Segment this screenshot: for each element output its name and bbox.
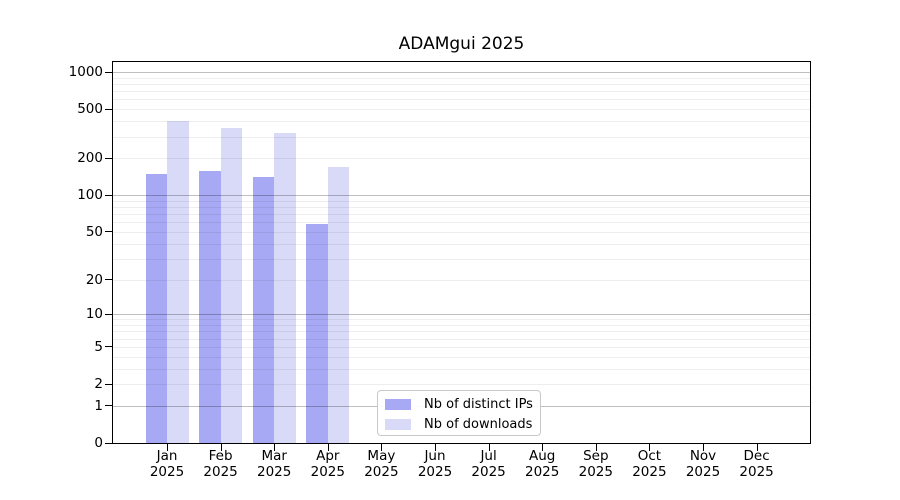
gridline-minor	[113, 279, 810, 281]
gridline-minor	[113, 222, 810, 224]
gridline-minor	[113, 346, 810, 348]
gridline-minor	[113, 91, 810, 93]
y-tick-label: 1000	[68, 64, 103, 80]
x-tick-mark	[542, 444, 544, 451]
legend-label: Nb of distinct IPs	[424, 396, 533, 412]
legend: Nb of distinct IPs Nb of downloads	[377, 390, 541, 436]
gridline-minor	[113, 325, 810, 326]
chart-title: ADAMgui 2025	[398, 34, 525, 54]
gridline-minor	[113, 243, 810, 245]
y-tick-mark	[105, 194, 112, 196]
gridline-minor	[113, 331, 810, 333]
gridline-minor	[113, 214, 810, 216]
y-tick-mark	[105, 442, 112, 444]
y-tick-mark	[105, 71, 112, 73]
x-tick-mark	[595, 444, 597, 451]
y-tick-label: 5	[94, 338, 103, 355]
legend-swatch-icon	[385, 398, 411, 410]
x-tick-mark	[327, 444, 329, 451]
gridline-minor	[113, 338, 810, 340]
x-tick-label-apr: Apr 2025	[310, 448, 345, 480]
gridline-minor	[113, 200, 810, 202]
bar-nb-of-distinct-ips-feb	[199, 171, 221, 443]
x-tick-mark	[220, 444, 222, 451]
gridline-minor	[113, 83, 810, 85]
y-tick-label: 10	[85, 306, 103, 323]
legend-swatch-icon	[385, 418, 411, 430]
x-tick-label-mar: Mar 2025	[257, 448, 292, 480]
x-tick-mark	[649, 444, 651, 451]
gridline-minor	[113, 136, 810, 138]
gridline-minor	[113, 207, 810, 209]
y-tick-label: 0	[94, 435, 103, 451]
x-tick-label-feb: Feb 2025	[203, 448, 238, 480]
bar-nb-of-distinct-ips-mar	[252, 177, 275, 443]
bar-nb-of-distinct-ips-apr	[306, 224, 328, 443]
y-tick-mark	[105, 346, 112, 348]
legend-label: Nb of downloads	[424, 416, 533, 432]
gridline-major	[113, 314, 810, 316]
y-tick-mark	[105, 383, 112, 385]
x-tick-label-aug: Aug 2025	[525, 448, 560, 480]
gridline-minor	[113, 384, 810, 385]
x-tick-mark	[756, 444, 758, 451]
x-tick-label-jun: Jun 2025	[417, 448, 453, 480]
y-tick-mark	[105, 157, 112, 159]
y-tick-label: 1	[94, 397, 103, 414]
y-tick-mark	[105, 405, 112, 407]
gridline-minor	[113, 356, 810, 358]
x-tick-mark	[274, 444, 276, 451]
gridline-minor	[113, 368, 810, 370]
gridline-minor	[113, 158, 810, 160]
x-tick-label-dec: Dec 2025	[739, 448, 774, 480]
y-tick-mark	[105, 108, 112, 110]
x-tick-mark	[435, 444, 436, 451]
x-tick-label-nov: Nov 2025	[685, 448, 721, 480]
gridline-minor	[113, 99, 810, 101]
x-tick-label-sep: Sep 2025	[578, 448, 613, 480]
gridline-minor	[113, 258, 810, 260]
y-tick-label: 500	[77, 101, 103, 118]
y-tick-label: 20	[85, 271, 103, 288]
bar-nb-of-downloads-feb	[220, 128, 243, 443]
y-tick-label: 50	[85, 223, 103, 240]
bar-nb-of-downloads-jan	[167, 121, 189, 443]
x-tick-label-jan: Jan 2025	[149, 448, 185, 480]
x-tick-mark	[381, 444, 383, 451]
y-tick-mark	[105, 279, 112, 280]
gridline-minor	[113, 231, 810, 233]
y-tick-label: 100	[77, 187, 103, 204]
x-tick-mark	[488, 444, 490, 451]
gridline-major	[113, 195, 810, 197]
bar-nb-of-downloads-mar	[274, 133, 296, 443]
x-tick-mark	[167, 444, 168, 451]
gridline-major	[113, 72, 810, 73]
x-tick-label-may: May 2025	[364, 448, 399, 480]
gridline-minor	[113, 77, 810, 79]
legend-item: Nb of downloads	[378, 414, 540, 434]
y-tick-label: 200	[77, 150, 103, 167]
x-tick-label-jul: Jul 2025	[471, 448, 506, 480]
bar-nb-of-distinct-ips-jan	[145, 174, 167, 443]
gridline-minor	[113, 109, 810, 111]
bar-nb-of-downloads-apr	[327, 166, 350, 443]
y-tick-mark	[105, 313, 112, 315]
legend-item: Nb of distinct IPs	[378, 394, 540, 414]
y-tick-label: 2	[94, 376, 103, 392]
gridline-minor	[113, 121, 810, 123]
gridline-minor	[113, 319, 810, 321]
x-tick-mark	[703, 444, 704, 451]
y-tick-mark	[105, 231, 112, 233]
x-tick-label-oct: Oct 2025	[632, 448, 667, 480]
